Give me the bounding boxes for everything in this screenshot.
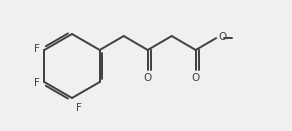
Text: O: O [144,73,152,83]
Text: F: F [34,78,40,88]
Text: F: F [34,44,40,54]
Text: O: O [218,32,226,42]
Text: O: O [192,73,200,83]
Text: F: F [76,103,82,113]
